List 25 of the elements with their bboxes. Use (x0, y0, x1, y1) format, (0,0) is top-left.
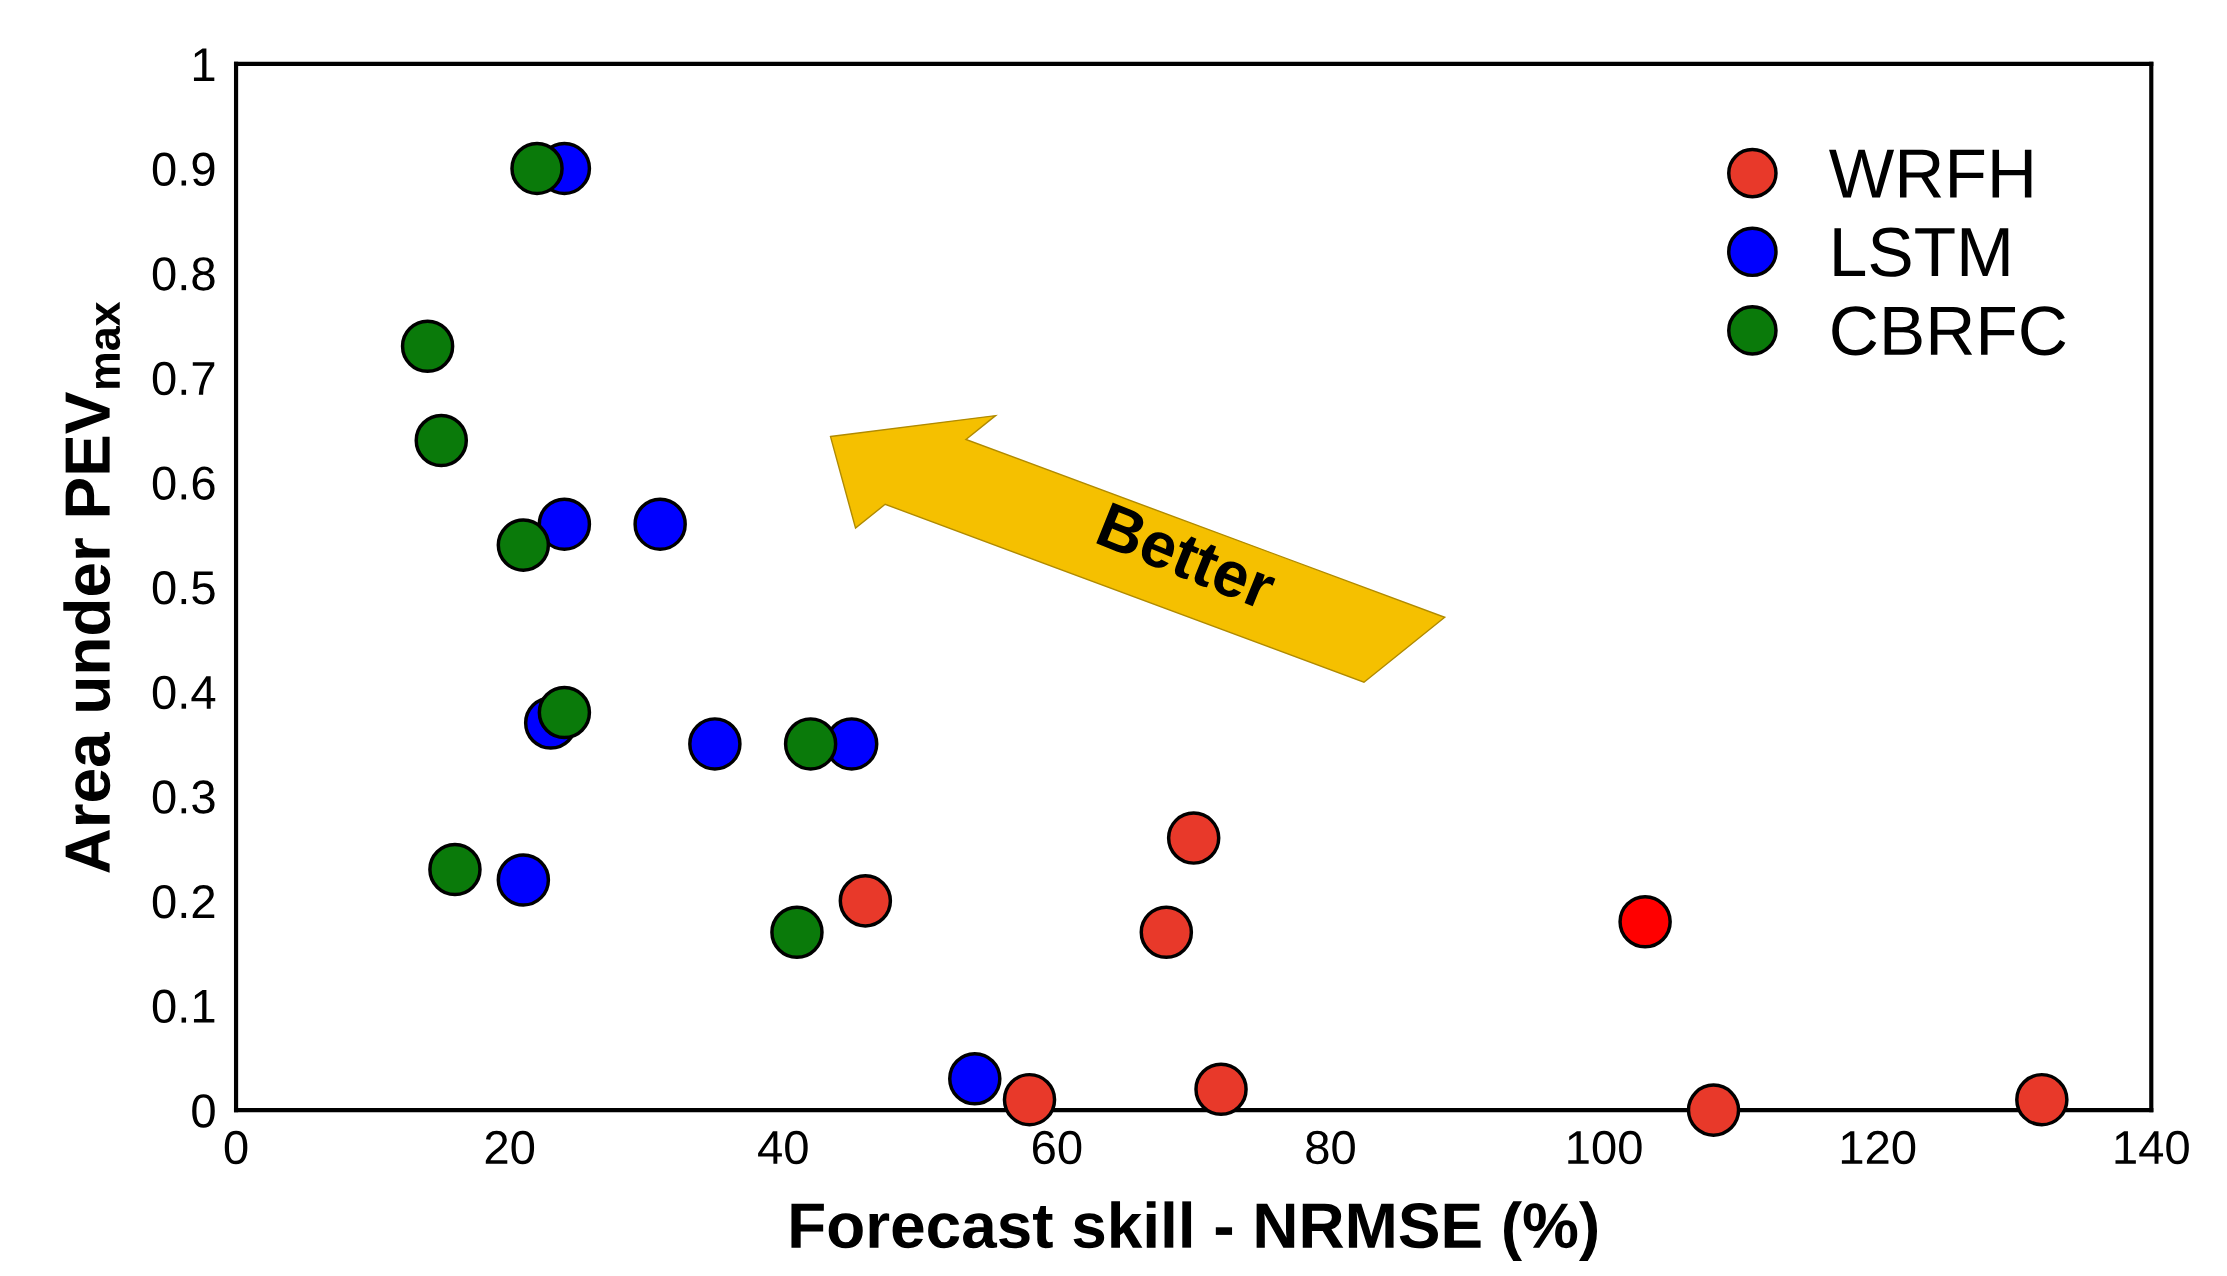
y-tick-label: 0.9 (152, 152, 215, 187)
x-tick-label: 60 (1033, 1130, 1082, 1165)
y-tick-label: 0.6 (152, 466, 215, 500)
x-tick-label: 20 (485, 1130, 535, 1165)
x-axis-title: Forecast skill - NRMSE (%) (791, 1201, 1598, 1261)
y-tick-label: 0.1 (152, 989, 215, 1024)
legend-label: CBRFC (1832, 306, 2066, 356)
y-axis-title: Area under PEV$_{max}$ (63, 301, 121, 873)
y-tick-label: 0.7 (152, 361, 215, 396)
y-tick-label: 0.5 (152, 571, 215, 605)
y-tick-label: 0 (192, 1094, 215, 1128)
x-tick-label: 40 (758, 1130, 808, 1165)
y-tick-label: 0.8 (152, 257, 215, 291)
y-tick-label: 0.4 (152, 675, 216, 710)
x-tick-label: 80 (1306, 1130, 1355, 1165)
legend-label: LSTM (1834, 227, 2009, 277)
x-tick-label: 140 (2115, 1130, 2189, 1165)
legend-label: WRFH (1829, 149, 2032, 198)
x-tick-label: 0 (224, 1130, 248, 1165)
y-tick-label: 0.2 (152, 884, 215, 919)
x-tick-label: 100 (1568, 1130, 1642, 1165)
y-tick-label: 1 (193, 48, 215, 81)
x-tick-label: 120 (1841, 1130, 1916, 1165)
annotation: Better (1096, 502, 1280, 611)
y-tick-label: 0.3 (152, 780, 215, 814)
